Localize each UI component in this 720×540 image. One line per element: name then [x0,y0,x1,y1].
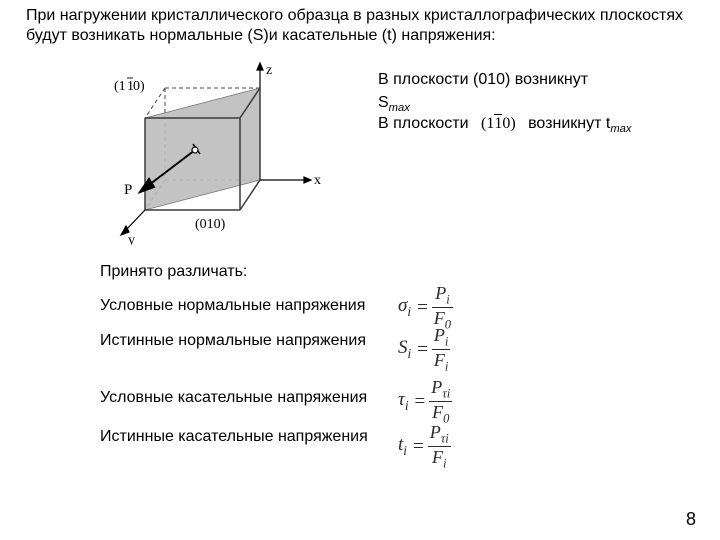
plane-description: В плоскости (010) возникнут Smax В плоск… [378,70,700,136]
plane-110-text-a: В плоскости [378,115,469,132]
formula-t: ti = Pτi Fi [398,423,451,470]
t-max-sub: max [610,123,631,135]
svg-text:P: P [124,182,132,198]
miller-110: (110) [473,115,524,132]
page-number: 8 [686,509,696,530]
plane-010-text: В плоскости (010) возникнут [378,71,588,88]
formula-tau: τi = Pτi F0 [398,378,452,425]
def-conditional-normal: Условные нормальные напряжения [100,297,365,315]
svg-text:z: z [266,63,272,78]
intro-paragraph: При нагружении кристаллического образца … [26,6,700,46]
def-conditional-tangential: Условные касательные напряжения [100,389,367,407]
definitions-intro: Принято различать: [100,263,247,281]
svg-text:x: x [314,173,321,188]
svg-text:(010): (010) [195,217,226,232]
plane-110-text-b: возникнут t [528,115,610,132]
def-true-tangential: Истинные касательные напряжения [100,428,368,446]
def-true-normal: Истинные нормальные напряжения [100,332,366,350]
svg-text:0): 0) [133,79,145,94]
formula-S: Si = Pi Fi [398,326,450,373]
crystal-diagram: z x y P (1 1 0) (010) [110,60,360,245]
s-max-sub: max [389,102,410,114]
s-max-symbol: S [378,94,389,111]
svg-text:(1: (1 [114,79,126,94]
svg-text:y: y [128,233,135,245]
